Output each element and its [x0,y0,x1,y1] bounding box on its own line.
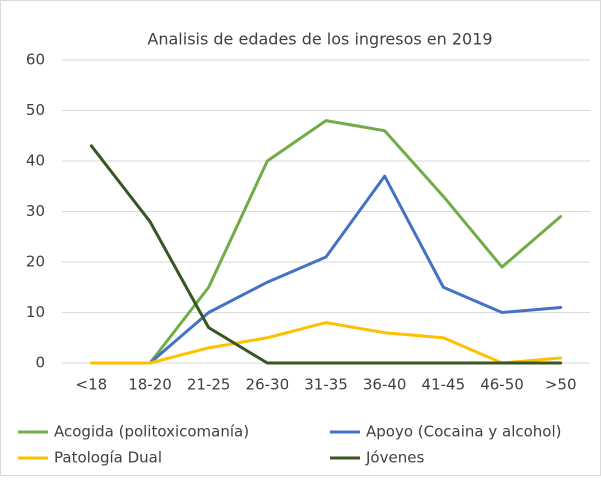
y-tick-label: 20 [26,253,45,271]
legend-label: Acogida (politoxicomanía) [54,423,249,441]
series-line [89,144,563,365]
x-tick-label: 36-40 [363,376,407,394]
series-line [148,119,563,365]
x-tick-label: 31-35 [304,376,348,394]
series-line [148,174,563,365]
y-tick-label: 30 [26,202,45,220]
x-tick-label: 21-25 [187,376,231,394]
legend-label: Patología Dual [54,449,162,467]
y-tick-label: 60 [26,51,45,69]
series-line [89,321,563,365]
x-tick-label: 18-20 [128,376,172,394]
x-tick-label: 41-45 [422,376,466,394]
chart-title: Analisis de edades de los ingresos en 20… [147,30,492,49]
y-tick-label: 0 [35,354,45,372]
y-tick-label: 50 [26,101,45,119]
y-tick-label: 10 [26,303,45,321]
legend-label: Apoyo (Cocaina y alcohol) [366,423,562,441]
x-tick-label: 46-50 [480,376,524,394]
x-tick-label: 26-30 [246,376,290,394]
legend-label: Jóvenes [365,449,424,467]
y-tick-label: 40 [26,152,45,170]
x-tick-label: <18 [76,376,108,394]
x-tick-label: >50 [545,376,577,394]
